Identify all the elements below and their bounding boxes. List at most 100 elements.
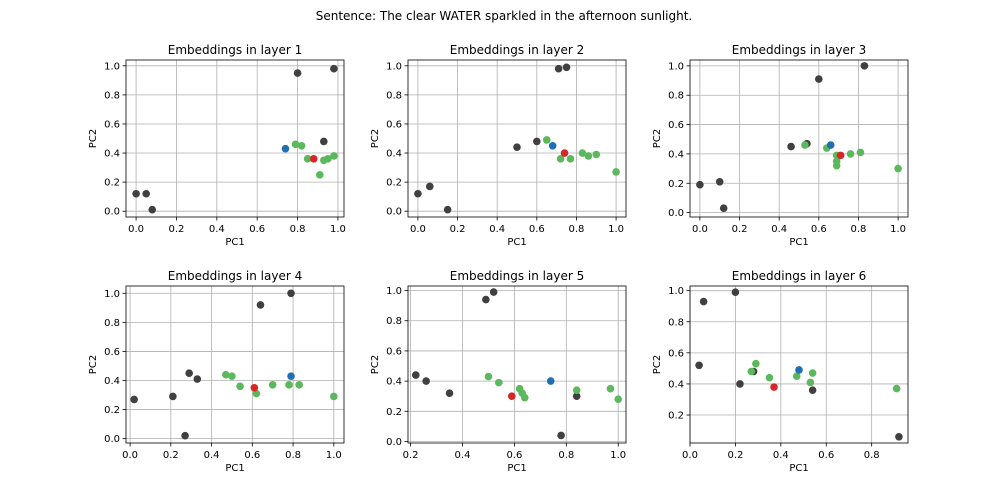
x-tick-label: 0.6 (506, 450, 522, 461)
point-related (495, 378, 503, 387)
point-context (695, 361, 703, 370)
x-tick-label: 0.8 (285, 450, 301, 461)
y-tick-label: 0.6 (104, 119, 120, 130)
plot-frame (125, 285, 345, 444)
point-related (808, 369, 817, 377)
x-axis-label: PC1 (225, 237, 244, 248)
point-context (554, 64, 563, 73)
x-tick-label: 1.0 (890, 224, 906, 235)
point-context (148, 205, 157, 214)
point-related (228, 372, 236, 380)
x-tick-label: 0.4 (771, 224, 787, 235)
point-related (892, 384, 901, 393)
x-axis-label: PC1 (507, 237, 526, 248)
point-context (293, 69, 302, 77)
grid (408, 60, 626, 217)
x-tick-label: 0.2 (732, 224, 748, 235)
y-tick-label: 0.0 (104, 434, 120, 445)
point-highlight (560, 149, 569, 157)
point-related (222, 370, 230, 379)
subplot-4: 0.0 0.2 0.4 0.6 0.8 1.0 0.0 0.2 0.4 0.6 0.8 1.0 Embe… (88, 269, 345, 474)
x-tick-label: 0.2 (727, 450, 743, 461)
y-axis-label: PC2 (88, 129, 99, 148)
x-tick-label: 1.0 (326, 450, 342, 461)
plot-frame (689, 285, 909, 444)
point-related (801, 141, 809, 149)
point-context (699, 297, 708, 306)
subplot-title: Embeddings in layer 3 (732, 43, 866, 57)
point-target (826, 141, 835, 149)
point-target (795, 366, 803, 374)
scatter-points (696, 62, 902, 212)
point-context (572, 392, 581, 401)
point-context (736, 380, 744, 388)
grid (689, 286, 908, 443)
y-tick-label: 0.8 (104, 90, 120, 101)
x-tick-label: 0.6 (818, 450, 834, 461)
plot-frame (689, 59, 909, 218)
x-tick-label: 0.2 (450, 224, 466, 235)
x-tick-label: 0.6 (244, 450, 260, 461)
x-tick-label: 0.4 (209, 224, 225, 235)
point-context (719, 204, 728, 212)
y-tick-label: 0.4 (104, 376, 120, 387)
point-related (291, 140, 300, 149)
x-tick-label: 0.6 (811, 224, 827, 235)
point-context (130, 395, 138, 404)
point-related (846, 150, 855, 158)
x-tick-label: 0.2 (403, 450, 419, 461)
subplot-title: Embeddings in layer 2 (450, 43, 584, 57)
y-tick-label: 1.0 (104, 61, 120, 72)
point-context (445, 389, 454, 397)
point-related (584, 152, 593, 160)
x-tick-label: 0.0 (122, 450, 138, 461)
point-context (513, 143, 521, 152)
point-highlight (836, 151, 845, 160)
y-tick-label: 0.8 (386, 316, 402, 327)
subplot-title: Embeddings in layer 5 (450, 269, 584, 283)
y-tick-label: 0.8 (668, 317, 684, 328)
point-related (315, 171, 324, 179)
scatter-points (132, 64, 338, 214)
scatter-points (414, 63, 620, 214)
point-context (414, 189, 422, 198)
point-context (715, 177, 724, 186)
point-context (815, 75, 823, 83)
point-related (556, 155, 565, 163)
point-related (752, 359, 760, 368)
y-axis-label: PC2 (370, 129, 381, 148)
point-target (287, 372, 295, 380)
y-tick-label: 1.0 (104, 289, 120, 300)
subplot-title: Embeddings in layer 6 (732, 269, 866, 283)
x-tick-label: 0.4 (204, 450, 220, 461)
grid (126, 286, 344, 443)
point-context (181, 431, 189, 440)
y-tick-label: 0.6 (386, 119, 402, 130)
y-tick-label: 0.2 (668, 179, 684, 190)
y-tick-label: 0.4 (386, 149, 402, 160)
grid (408, 286, 626, 443)
point-context (330, 64, 338, 73)
y-tick-label: 1.0 (386, 61, 402, 72)
y-tick-label: 0.0 (668, 208, 684, 219)
x-tick-label: 0.0 (682, 450, 698, 461)
point-target (281, 144, 290, 153)
y-axis-label: PC2 (88, 355, 99, 374)
y-tick-label: 0.4 (668, 149, 684, 160)
scatter-points (411, 288, 623, 440)
point-related (832, 157, 841, 166)
y-tick-label: 0.6 (668, 348, 684, 359)
point-related (268, 381, 277, 389)
x-tick-label: 1.0 (610, 450, 626, 461)
point-highlight (250, 383, 259, 392)
point-context (787, 142, 795, 151)
point-context (256, 301, 265, 309)
point-related (330, 152, 338, 160)
subplot-6: 0.0 0.2 0.4 0.6 0.8 0.2 0.4 0.6 0.8 1.0 Embeddings… (652, 269, 909, 474)
point-context (320, 137, 328, 146)
x-tick-label: 0.0 (692, 224, 708, 235)
y-tick-label: 0.2 (386, 178, 402, 189)
y-axis-label: PC2 (652, 129, 663, 148)
plot-frame (125, 59, 345, 218)
